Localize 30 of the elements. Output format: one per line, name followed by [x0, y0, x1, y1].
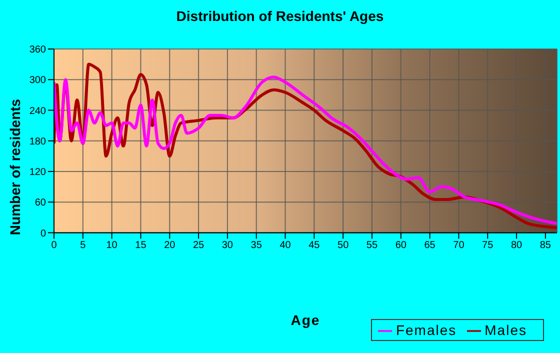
y-tick-label: 360	[29, 44, 46, 56]
x-tick-label: 65	[424, 240, 436, 251]
y-tick-label: 0	[40, 228, 46, 240]
x-tick-label: 30	[222, 240, 234, 251]
legend-label: Males	[484, 322, 527, 338]
x-tick-label: 55	[366, 240, 378, 251]
x-tick-label: 40	[280, 240, 292, 251]
x-tick-label: 45	[308, 240, 320, 251]
x-tick-label: 35	[250, 240, 262, 251]
x-tick-label: 10	[106, 240, 118, 251]
x-axis-title: Age	[290, 312, 320, 328]
y-tick-label: 180	[29, 136, 46, 148]
chart-title: Distribution of Residents' Ages	[175, 8, 385, 24]
x-tick-label: 15	[135, 240, 147, 251]
x-tick-label: 60	[395, 240, 407, 251]
x-tick-label: 75	[482, 240, 494, 251]
legend-label: Females	[396, 322, 457, 338]
x-tick-label: 70	[453, 240, 465, 251]
x-tick-label: 85	[540, 240, 552, 251]
y-tick-label: 60	[34, 198, 46, 209]
x-tick-label: 5	[80, 240, 86, 251]
y-tick-label: 240	[29, 106, 46, 117]
x-tick-label: 0	[51, 240, 58, 251]
x-tick-label: 50	[338, 240, 350, 251]
x-tick-label: 20	[164, 240, 176, 251]
y-tick-label: 300	[29, 75, 46, 86]
y-axis-title: Number of residents	[7, 98, 23, 236]
x-tick-label: 25	[192, 240, 205, 251]
x-tick-label: 80	[510, 240, 523, 251]
y-tick-label: 120	[29, 167, 46, 178]
